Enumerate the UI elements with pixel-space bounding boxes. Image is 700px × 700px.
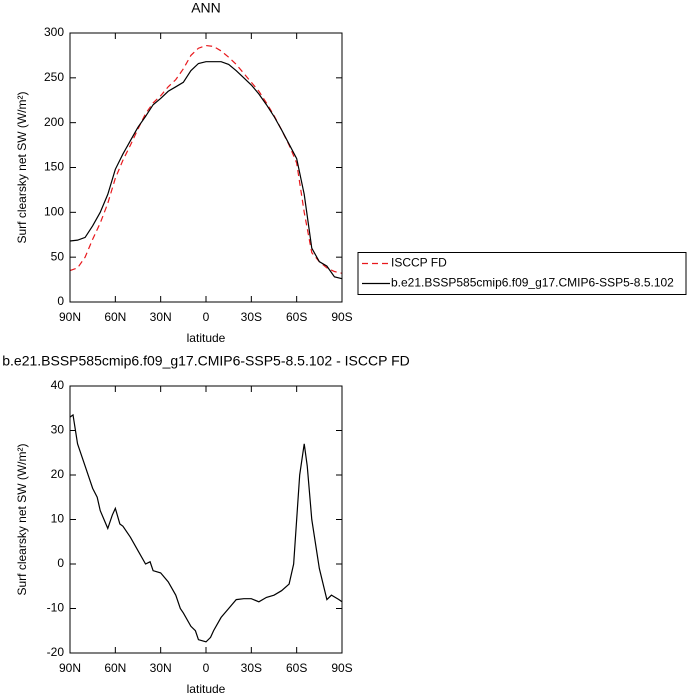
- chart-title: b.e21.BSSP585cmip6.f09_g17.CMIP6-SSP5-8.…: [2, 353, 410, 369]
- legend-box: [357, 252, 687, 295]
- x-axis-label: latitude: [187, 682, 226, 696]
- x-tick-label: 30N: [150, 310, 172, 324]
- legend-label: ISCCP FD: [391, 256, 447, 270]
- x-tick-label: 60S: [286, 661, 307, 675]
- y-tick-label: -20: [47, 645, 65, 659]
- y-tick-label: 300: [44, 25, 64, 39]
- y-tick-label: 250: [44, 70, 64, 84]
- y-tick-label: 40: [51, 378, 65, 392]
- y-tick-label: 20: [51, 467, 65, 481]
- y-tick-label: 150: [44, 160, 64, 174]
- y-tick-label: 0: [57, 294, 64, 308]
- y-tick-label: 100: [44, 205, 64, 219]
- x-tick-label: 90N: [59, 310, 81, 324]
- plot-frame: [69, 32, 343, 303]
- series-line: [69, 44, 343, 274]
- chart-title: ANN: [191, 0, 221, 16]
- plot-frame: [69, 385, 343, 654]
- x-tick-label: 30N: [150, 661, 172, 675]
- series-line: [69, 61, 343, 280]
- x-tick-label: 60N: [104, 310, 126, 324]
- x-tick-label: 90S: [331, 661, 352, 675]
- y-tick-label: 0: [57, 556, 64, 570]
- x-tick-label: 30S: [241, 310, 262, 324]
- y-tick-label: -10: [47, 601, 65, 615]
- x-axis-label: latitude: [187, 331, 226, 345]
- x-tick-label: 60S: [286, 310, 307, 324]
- x-tick-label: 0: [203, 310, 210, 324]
- x-tick-label: 0: [203, 661, 210, 675]
- y-tick-label: 30: [51, 423, 65, 437]
- series-line: [69, 413, 343, 643]
- y-axis-label: Surf clearsky net SW (W/m²): [15, 443, 29, 595]
- x-tick-label: 30S: [241, 661, 262, 675]
- y-tick-label: 200: [44, 115, 64, 129]
- x-tick-label: 90S: [331, 310, 352, 324]
- x-tick-label: 90N: [59, 661, 81, 675]
- y-axis-label: Surf clearsky net SW (W/m²): [15, 91, 29, 243]
- y-tick-label: 10: [51, 512, 65, 526]
- y-tick-label: 50: [51, 249, 65, 263]
- x-tick-label: 60N: [104, 661, 126, 675]
- legend-label: b.e21.BSSP585cmip6.f09_g17.CMIP6-SSP5-8.…: [391, 276, 674, 290]
